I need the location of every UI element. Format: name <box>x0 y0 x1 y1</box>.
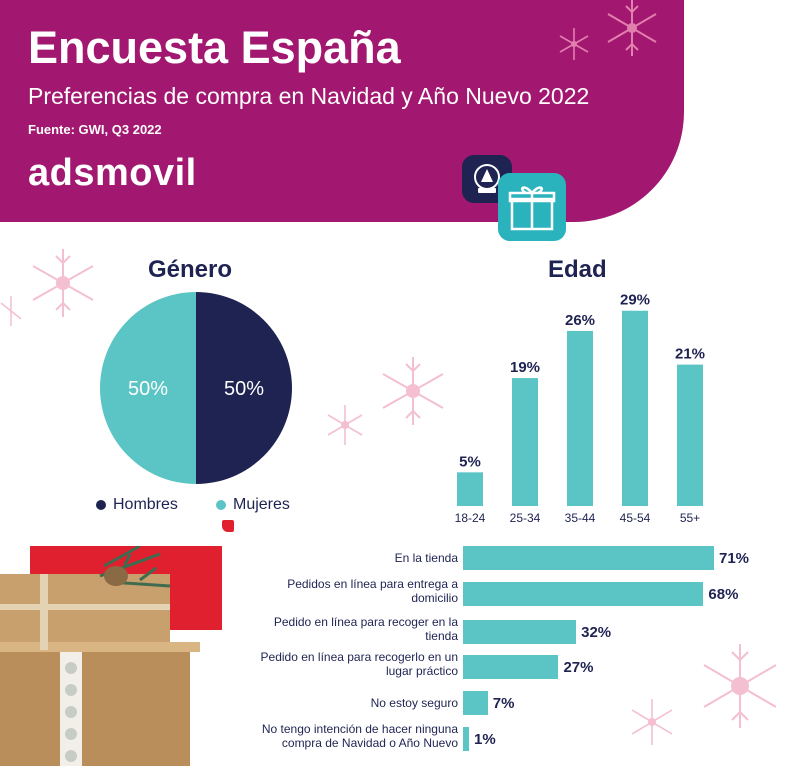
legend-swatch-hombres <box>96 500 106 510</box>
age-bar-chart: 5% 18-24 19% 25-34 26% 35-44 29% 45-54 21% 55+ <box>455 292 705 525</box>
hbar-category-label: Pedido en línea para recoger en la tienda <box>188 615 458 643</box>
hbar-value-label: 32% <box>581 624 612 641</box>
header-banner: Encuesta España Preferencias de compra e… <box>0 0 684 222</box>
hbar-category-line: En la tienda <box>394 551 458 565</box>
snowflake-icon <box>0 296 22 326</box>
age-value-label: 19% <box>510 359 540 376</box>
age-tick-label: 18-24 <box>455 511 486 525</box>
hbar-bar <box>463 691 488 715</box>
hbar-category-label: No tengo intención de hacer ninguna compr… <box>188 722 458 750</box>
pie-label-hombres: 50% <box>224 378 264 400</box>
hbar-category-label: Pedido en línea para recogerlo en un luga… <box>188 650 458 678</box>
hbar-category-label: No estoy seguro <box>188 696 458 710</box>
gender-chart-title: Género <box>148 256 233 283</box>
hbar-bar <box>463 655 559 679</box>
hbar-category-line: compra de Navidad o Año Nuevo <box>281 736 458 750</box>
pie-slice-mujeres <box>100 292 196 484</box>
hbar-category-line: Pedido en línea para recoger en la <box>273 615 458 629</box>
age-bar-45-54 <box>622 310 648 506</box>
hbar-bar <box>463 582 704 606</box>
gift-icon <box>498 173 566 241</box>
legend-label-hombres: Hombres <box>113 496 178 513</box>
hbar-category-line: lugar práctico <box>385 664 458 678</box>
page-title: Encuesta España <box>28 22 401 73</box>
gender-pie-chart: 50% 50% <box>100 292 292 484</box>
age-bar-35-44 <box>567 330 593 506</box>
hbar-bar <box>463 620 577 644</box>
snowflake-icon <box>327 405 363 445</box>
hbar-category-line: domicilio <box>411 591 458 605</box>
age-bar-18-24 <box>457 472 483 506</box>
snowflake-icon <box>703 644 777 728</box>
age-value-label: 26% <box>565 312 595 329</box>
snowflake-icon <box>607 0 657 56</box>
age-chart-title: Edad <box>548 256 607 283</box>
hbar-category-line: Pedido en línea para recogerlo en un <box>260 650 458 664</box>
hbar-value-label: 7% <box>492 695 515 712</box>
age-value-label: 21% <box>675 346 705 363</box>
hbar-bar <box>463 727 469 751</box>
source-note: Fuente: GWI, Q3 2022 <box>28 122 162 137</box>
legend-hombres: Hombres <box>96 496 178 514</box>
red-accent-marker <box>222 520 234 532</box>
hbar-category-line: No tengo intención de hacer ninguna <box>261 722 458 736</box>
brand-logo: adsmovil <box>28 152 197 194</box>
hbar-category-line: tienda <box>425 629 458 643</box>
hbar-value-label: 68% <box>708 586 739 603</box>
page-subtitle: Preferencias de compra en Navidad y Año … <box>28 83 590 109</box>
age-tick-label: 55+ <box>680 511 700 525</box>
legend-swatch-mujeres <box>216 500 226 510</box>
hbar-value-label: 27% <box>563 659 594 676</box>
snowflake-icon <box>631 699 673 745</box>
age-tick-label: 25-34 <box>510 511 541 525</box>
hbar-value-label: 71% <box>719 550 750 567</box>
pie-slice-hombres <box>196 292 292 484</box>
hbar-value-label: 1% <box>474 731 496 748</box>
snowflake-icon <box>32 249 94 317</box>
pie-label-mujeres: 50% <box>128 378 168 400</box>
age-value-label: 5% <box>459 453 481 470</box>
hbar-bar <box>463 546 714 570</box>
hbar-category-line: No estoy seguro <box>370 696 458 710</box>
legend-label-mujeres: Mujeres <box>233 496 290 513</box>
age-tick-label: 45-54 <box>620 511 651 525</box>
age-bar-25-34 <box>512 378 538 506</box>
snowflake-icon <box>559 28 589 60</box>
age-bar-55+ <box>677 364 703 506</box>
age-value-label: 29% <box>620 292 650 309</box>
hbar-category-label: Pedidos en línea para entrega a domicilio <box>188 577 458 605</box>
snowflake-icon <box>382 357 444 425</box>
hbar-category-line: Pedidos en línea para entrega a <box>287 577 458 591</box>
age-tick-label: 35-44 <box>565 511 596 525</box>
gift-photo <box>0 546 222 766</box>
hbar-category-label: En la tienda <box>188 551 458 565</box>
legend-mujeres: Mujeres <box>216 496 290 514</box>
